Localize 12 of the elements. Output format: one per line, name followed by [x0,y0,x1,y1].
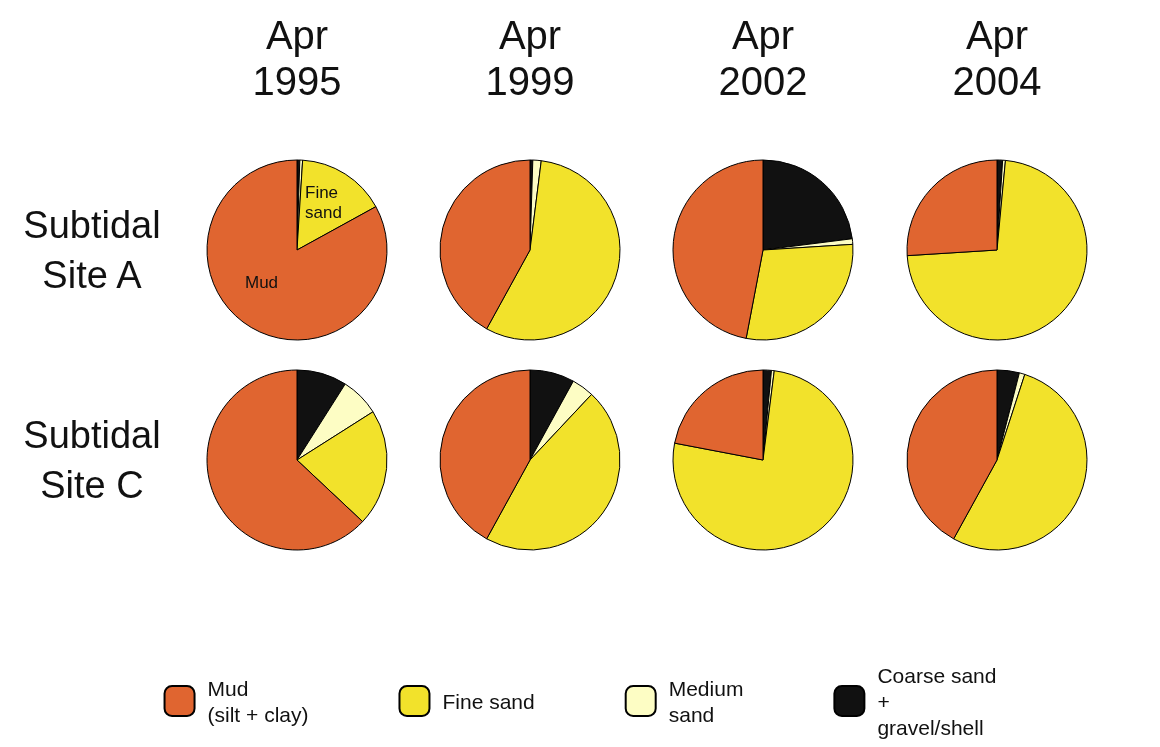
legend-label: Medium sand [668,676,744,726]
legend-label: Coarse sand + gravel/shell [877,663,997,739]
text: Mud [245,272,279,292]
text: Apr 1995 [252,13,342,103]
text: Fine sand [305,182,343,222]
legend-label: Mud (silt + clay) [207,676,309,726]
text: Subtidal Site A [23,204,161,296]
text: Apr 1999 [485,13,575,103]
text: Apr 2004 [952,13,1042,103]
text: Apr 2002 [718,13,808,103]
text: Subtidal Site C [23,414,161,506]
legend-label: Fine sand [442,689,535,713]
